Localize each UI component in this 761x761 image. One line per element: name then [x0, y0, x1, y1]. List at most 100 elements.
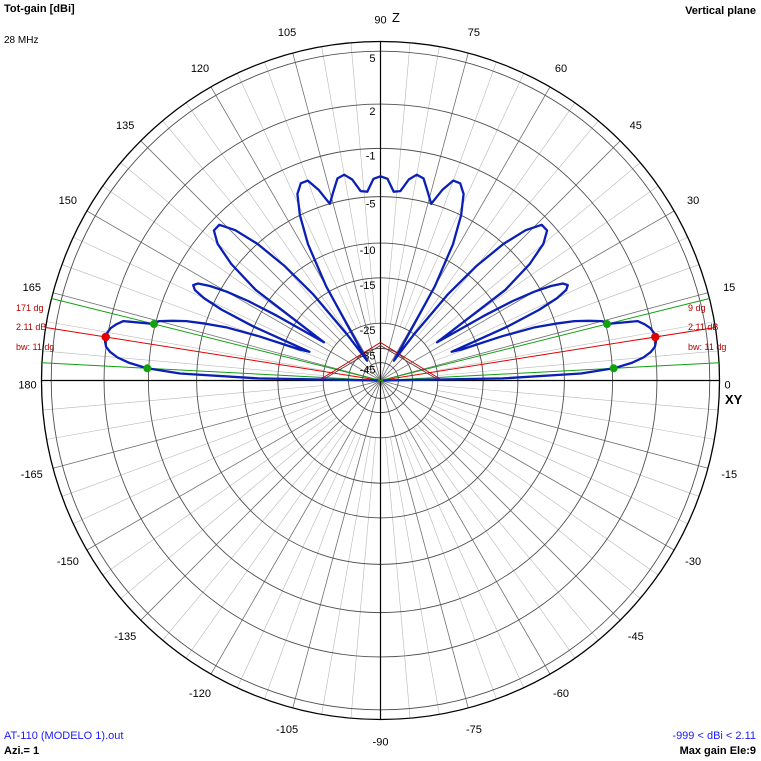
minor-radial-line	[385, 42, 411, 324]
frequency-label: 28 MHz	[4, 35, 39, 46]
angle-tick-label: -120	[189, 688, 211, 700]
gain-tick-label: -25	[360, 325, 376, 337]
gain-range-label: -999 < dBi < 2.11	[672, 730, 756, 742]
gain-tick-label: 2	[369, 106, 375, 118]
beamwidth-marker	[609, 364, 618, 373]
angle-tick-label: -165	[21, 469, 43, 481]
major-radial-line	[292, 52, 381, 381]
minor-radial-line	[404, 73, 525, 329]
minor-radial-line	[436, 321, 715, 371]
gain-tick-label: -1	[366, 150, 376, 162]
minor-radial-line	[42, 385, 324, 411]
minor-radial-line	[185, 102, 348, 334]
angle-tick-label: -150	[57, 556, 79, 568]
minor-radial-line	[417, 120, 599, 337]
minor-radial-line	[42, 350, 324, 376]
minor-radial-line	[120, 417, 337, 599]
angle-tick-label: 75	[468, 27, 480, 39]
major-radial-line	[210, 380, 381, 675]
gain-tick-label: -5	[366, 199, 376, 211]
gain-tick-label: 5	[369, 53, 375, 65]
minor-radial-line	[185, 427, 348, 659]
angle-tick-label: 90	[374, 15, 386, 27]
minor-radial-line	[61, 399, 327, 497]
minor-radial-line	[350, 437, 376, 719]
z-axis-label: Z	[392, 10, 400, 25]
major-radial-line	[380, 380, 469, 709]
right-max-gain-label: 2.11 dB	[688, 322, 719, 332]
angle-tick-labels: 0 15 30 45 60 75 90 105 120 135 150 165 180 -165 -150 -…	[18, 15, 737, 749]
minor-radial-line	[399, 61, 497, 327]
minor-radial-line	[350, 42, 376, 324]
minor-radial-line	[413, 102, 576, 334]
angle-tick-label: 150	[59, 195, 77, 207]
minor-radial-line	[413, 427, 576, 659]
angle-tick-label: 30	[687, 195, 699, 207]
major-radial-line	[380, 380, 551, 675]
angle-tick-label: 0	[724, 380, 730, 392]
minor-radial-line	[321, 46, 371, 325]
max-gain-line	[45, 326, 381, 381]
minor-radial-line	[102, 413, 334, 576]
left-max-gain-label: 2.11 dB	[16, 322, 47, 332]
minor-radial-line	[162, 424, 344, 641]
angle-tick-label: 105	[278, 27, 296, 39]
major-radial-line	[380, 380, 709, 469]
angle-tick-label: -30	[685, 556, 701, 568]
minor-radial-line	[236, 432, 357, 688]
angle-tick-label: -60	[553, 688, 569, 700]
minor-radial-line	[437, 350, 719, 376]
major-radial-line	[380, 380, 675, 551]
minor-radial-line	[162, 120, 344, 337]
major-radial-line	[210, 86, 381, 381]
chart-title: Tot-gain [dBi]	[4, 3, 75, 15]
polar-grid	[40, 40, 721, 721]
minor-radial-line	[120, 162, 337, 344]
beamwidth-marker	[143, 364, 152, 373]
gain-tick-label: -45	[360, 365, 376, 377]
radiation-pattern	[103, 173, 658, 382]
major-radial-line	[380, 86, 551, 381]
gain-tick-labels: 52-1-5-10-15-25-35-45	[360, 53, 376, 376]
minor-radial-line	[390, 46, 440, 325]
xy-axis-label: XY	[725, 392, 743, 407]
max-gain-marker	[651, 332, 660, 342]
major-radial-line	[380, 140, 621, 381]
minor-radial-line	[424, 162, 641, 344]
minor-radial-line	[46, 321, 325, 371]
minor-radial-line	[427, 413, 659, 576]
major-radial-line	[140, 380, 381, 621]
angle-tick-label: -15	[721, 469, 737, 481]
minor-radial-line	[424, 417, 641, 599]
minor-radial-line	[436, 390, 715, 440]
minor-radial-line	[390, 436, 440, 715]
left-max-angle-label: 171 dg	[16, 303, 44, 313]
minor-radial-line	[236, 73, 357, 329]
right-beamwidth-label: bw: 11 dg	[688, 342, 727, 352]
minor-radial-line	[264, 434, 362, 700]
major-radial-line	[380, 292, 709, 381]
minor-radial-line	[404, 432, 525, 688]
angle-tick-label: 45	[630, 120, 642, 132]
angle-tick-label: -75	[466, 724, 482, 736]
minor-radial-line	[399, 434, 497, 700]
major-radial-line	[52, 292, 381, 381]
major-radial-line	[52, 380, 381, 469]
max-gain-label: Max gain Ele:9	[679, 745, 756, 757]
gain-tick-label: -10	[360, 245, 376, 257]
major-radial-line	[140, 140, 381, 381]
minor-radial-line	[264, 61, 362, 327]
annotation-lines	[41, 298, 720, 381]
max-gain-marker	[101, 332, 110, 342]
major-radial-line	[86, 380, 381, 551]
beamwidth-line	[51, 298, 381, 381]
pattern-trace	[103, 173, 658, 382]
minor-radial-line	[321, 436, 371, 715]
angle-tick-label: 120	[191, 63, 209, 75]
azimuth-label: Azi.= 1	[4, 745, 40, 757]
minor-radial-line	[437, 385, 719, 411]
beamwidth-marker	[603, 320, 612, 329]
minor-radial-line	[46, 390, 325, 440]
major-radial-line	[292, 380, 381, 709]
